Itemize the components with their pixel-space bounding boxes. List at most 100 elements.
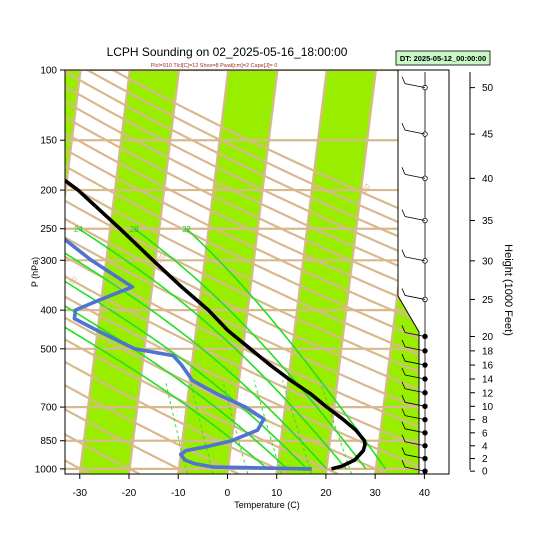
wind-barb: [404, 401, 426, 407]
height-tick-label: 14: [482, 375, 494, 386]
x-tick-label: -20: [122, 488, 137, 499]
mixing-ratio-label: 24: [74, 225, 83, 234]
mixing-ratio-label: 32: [182, 225, 191, 234]
wind-barb: [404, 173, 426, 179]
wind-barb-flag: [401, 367, 406, 376]
isotherm: [127, 70, 181, 474]
mixing-ratio-line: [282, 380, 313, 474]
wind-barb-flag: [401, 288, 406, 296]
wind-barb: [404, 332, 426, 337]
x-tick-label: 10: [271, 488, 283, 499]
wind-barb-flag: [401, 122, 406, 131]
wind-barb: [404, 216, 426, 221]
timestamp-badge: DT: 2025-05-12_00:00:00: [395, 50, 491, 66]
x-tick-label: 0: [225, 488, 231, 499]
wind-barb-flag: [401, 408, 406, 416]
dry-adiabat: [65, 236, 449, 422]
isotherm: [324, 70, 378, 474]
height-tick-label: 50: [482, 83, 494, 94]
timestamp-badge-text: DT: 2025-05-12_00:00:00: [400, 54, 486, 63]
wind-barb-flag: [401, 339, 406, 348]
isotherm: [275, 70, 328, 474]
height-tick-label: 25: [482, 295, 494, 306]
height-tick-label: 10: [482, 402, 494, 413]
isotherm: [226, 70, 279, 474]
wind-barb: [404, 466, 426, 472]
height-tick-label: 4: [482, 441, 488, 452]
moist-adiabat: [65, 252, 328, 470]
x-tick-label: 30: [370, 488, 382, 499]
plot-frame: [64, 69, 450, 475]
height-tick-label: 30: [482, 256, 494, 267]
chart-title: LCPH Sounding on 02_2025-05-16_18:00:00: [107, 45, 348, 59]
wind-barb: [404, 415, 426, 421]
moist-adiabat: [65, 280, 308, 470]
wind-barb: [404, 388, 426, 394]
moist-adiabat: [65, 326, 269, 470]
mixing-ratio-label: 20: [21, 225, 30, 234]
y-tick-label: 150: [40, 136, 57, 147]
y-tick-label: 200: [40, 186, 57, 197]
height-tick-label: 40: [482, 174, 494, 185]
wind-barb-flag: [401, 209, 406, 217]
wind-barb: [404, 346, 426, 352]
wind-barb: [404, 360, 426, 366]
y-tick-label: 850: [40, 436, 57, 447]
wind-barb-flag: [401, 353, 406, 362]
wind-barb-flag: [401, 447, 406, 455]
dewpoint-profile: [65, 237, 312, 471]
height-tick-label: 2: [482, 454, 488, 465]
x-tick-label: -30: [73, 488, 88, 499]
dry-adiabat: [65, 275, 449, 460]
wind-barb: [404, 295, 426, 300]
x-tick-label: 40: [419, 488, 431, 499]
y-tick-label: 300: [40, 256, 57, 267]
height-tick-label: 6: [482, 428, 488, 439]
y-axis-label: P (hPa): [30, 257, 40, 287]
height-tick-label: 35: [482, 216, 494, 227]
height-tick-label: 0: [482, 467, 488, 478]
y-tick-label: 1000: [35, 464, 58, 475]
isotherm: [65, 70, 82, 205]
y-tick-label: 250: [40, 224, 57, 235]
height-tick-label: 8: [482, 415, 488, 426]
wind-barb-flag: [401, 421, 406, 429]
wind-barb: [404, 129, 426, 135]
isotherm: [0, 61, 32, 474]
height-tick-label: 45: [482, 130, 494, 141]
dry-adiabat: [65, 295, 438, 474]
mixing-ratio-label: 28: [130, 225, 139, 234]
sounding-series: [65, 178, 367, 471]
wind-barb: [404, 454, 426, 459]
wind-barb-flag: [401, 460, 406, 468]
wind-barb: [404, 428, 426, 434]
y-tick-label: 400: [40, 306, 57, 317]
height-tick-label: 12: [482, 388, 494, 399]
dry-adiabat: [65, 383, 240, 474]
x-axis-label: Temperature (C): [234, 500, 300, 510]
x-tick-label: -10: [171, 488, 186, 499]
mixing-ratio-line: [222, 380, 249, 474]
dry-adiabat-label: 50: [69, 276, 80, 287]
moist-adiabat: [185, 228, 387, 470]
y-tick-label: 500: [40, 344, 57, 355]
wind-barb-flag: [401, 381, 406, 389]
wind-barb-flag: [401, 167, 406, 175]
wind-barb-flag: [401, 395, 406, 403]
mixing-ratio-line: [189, 380, 214, 474]
wind-barb-flag: [401, 249, 406, 257]
wind-barb-flag: [401, 325, 406, 333]
wind-barb: [404, 374, 426, 380]
wind-barb-flag: [401, 434, 406, 442]
temperature-profile: [65, 178, 367, 471]
dry-adiabat: [65, 255, 449, 441]
mixing-ratio-line: [253, 380, 282, 474]
height-axis: 0 2 4 6 8 10 12 14 16 18 20 25 30 35 40 45 50: [469, 72, 494, 478]
dry-adiabat: [65, 316, 389, 474]
height-tick-label: 18: [482, 346, 494, 357]
dry-adiabat-label: 150: [31, 79, 44, 92]
height-tick-label: 20: [482, 332, 494, 343]
moist-adiabat: [78, 228, 347, 470]
wind-barb-flag: [401, 76, 406, 84]
